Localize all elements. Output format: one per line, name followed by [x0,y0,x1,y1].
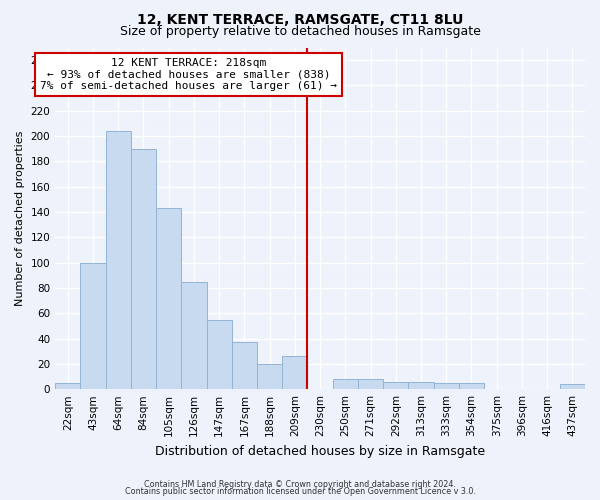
Bar [232,342,257,389]
Bar [434,383,459,389]
Bar [106,131,131,389]
Bar [55,383,80,389]
Bar [358,379,383,389]
Bar [206,320,232,389]
Text: Contains public sector information licensed under the Open Government Licence v : Contains public sector information licen… [125,487,475,496]
Bar [257,364,282,389]
Text: 12 KENT TERRACE: 218sqm
← 93% of detached houses are smaller (838)
7% of semi-de: 12 KENT TERRACE: 218sqm ← 93% of detache… [40,58,337,91]
Bar [80,262,106,389]
Bar [131,148,156,389]
Bar [332,379,358,389]
X-axis label: Distribution of detached houses by size in Ramsgate: Distribution of detached houses by size … [155,444,485,458]
Bar [459,383,484,389]
Bar [560,384,585,389]
Bar [383,382,409,389]
Bar [156,208,181,389]
Bar [282,356,307,389]
Y-axis label: Number of detached properties: Number of detached properties [15,130,25,306]
Bar [409,382,434,389]
Text: Contains HM Land Registry data © Crown copyright and database right 2024.: Contains HM Land Registry data © Crown c… [144,480,456,489]
Text: Size of property relative to detached houses in Ramsgate: Size of property relative to detached ho… [119,25,481,38]
Text: 12, KENT TERRACE, RAMSGATE, CT11 8LU: 12, KENT TERRACE, RAMSGATE, CT11 8LU [137,12,463,26]
Bar [181,282,206,389]
